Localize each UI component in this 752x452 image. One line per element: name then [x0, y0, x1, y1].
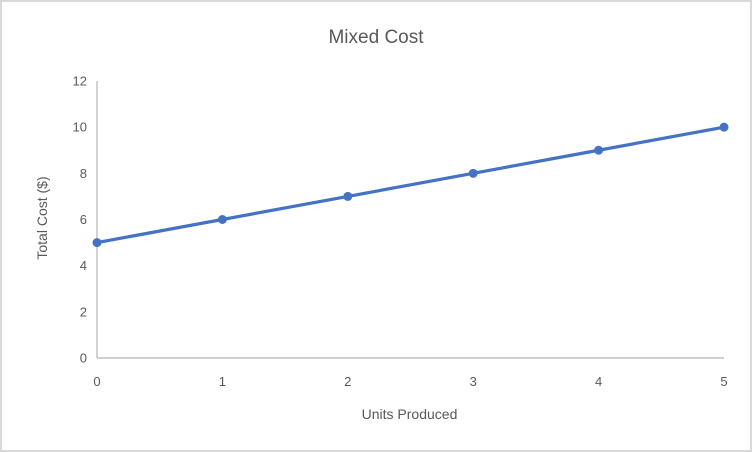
- x-tick-label: 0: [93, 374, 100, 389]
- y-tick-label: 8: [80, 166, 87, 181]
- x-tick-label: 5: [720, 374, 727, 389]
- y-tick-label: 2: [80, 304, 87, 319]
- data-point-3: [468, 168, 478, 178]
- x-tick-label: 4: [595, 374, 602, 389]
- x-tick-label: 2: [344, 374, 351, 389]
- data-point-1: [217, 215, 227, 224]
- data-point-2: [343, 191, 353, 201]
- y-tick-label: 0: [80, 351, 87, 366]
- y-tick-label: 6: [80, 212, 87, 227]
- x-tick-label: 1: [219, 374, 226, 389]
- data-point-4: [594, 145, 604, 155]
- y-tick-label: 4: [80, 258, 87, 273]
- data-point-0: [92, 238, 102, 248]
- x-axis-title: Units Produced: [361, 406, 458, 422]
- x-tick-label: 3: [470, 374, 477, 389]
- data-point-5: [719, 122, 729, 132]
- y-tick-label: 10: [73, 120, 87, 135]
- chart-title: Mixed Cost: [328, 27, 424, 48]
- series-line: [95, 125, 726, 245]
- y-tick-label: 12: [73, 74, 87, 89]
